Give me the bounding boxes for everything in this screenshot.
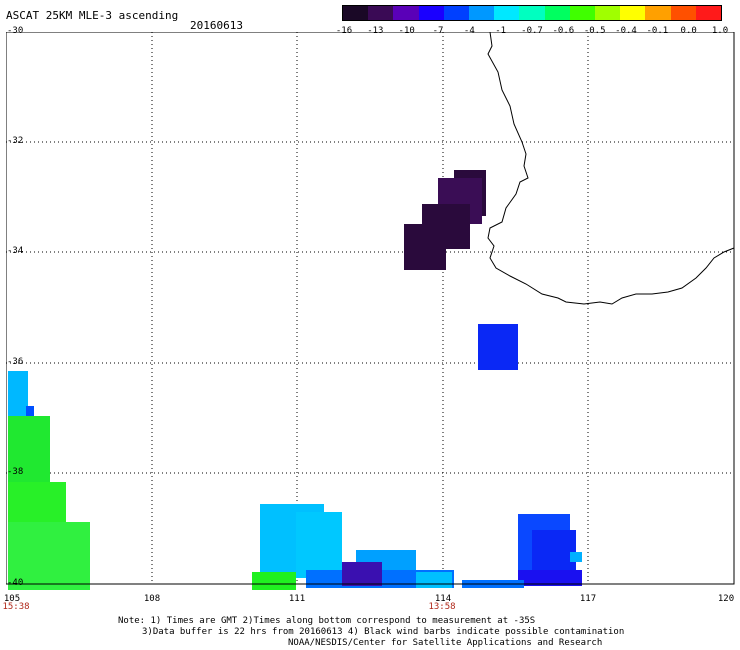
lon-label: 108 <box>143 594 161 604</box>
lat-label: -30 <box>7 26 24 36</box>
legend-color-segment <box>519 6 545 20</box>
cell <box>8 371 28 419</box>
legend-label: -0.4 <box>615 26 637 36</box>
legend-color-segment <box>443 6 470 20</box>
lon-label: 105 <box>3 594 21 604</box>
swath-left-green <box>8 371 90 590</box>
legend-color-segment <box>418 6 444 20</box>
wind-map <box>6 32 735 590</box>
cell <box>342 562 382 586</box>
legend-label: -16 <box>335 26 353 36</box>
time-label: 15:38 <box>2 602 30 612</box>
lon-label: 120 <box>717 594 735 604</box>
swath-middle-lightblue <box>252 504 454 590</box>
grid-lines <box>6 32 734 584</box>
legend-color-segment <box>343 6 369 20</box>
swath-blue-square <box>478 324 518 370</box>
legend-label: -0.1 <box>646 26 669 36</box>
color-legend-bar <box>342 5 722 21</box>
lon-label: 114 <box>434 594 452 604</box>
legend-color-segment <box>595 6 621 20</box>
legend-label: -0.7 <box>521 26 543 36</box>
cell <box>252 572 296 590</box>
legend-color-segment <box>393 6 419 20</box>
cell <box>416 572 452 588</box>
cell <box>518 570 582 586</box>
coastline <box>487 32 735 305</box>
cell <box>296 512 342 578</box>
product-date: 20160613 <box>190 19 243 32</box>
legend-color-segment <box>494 6 520 20</box>
lat-label: -38 <box>7 467 24 477</box>
lat-label: -40 <box>7 578 24 588</box>
swath-dark-purple <box>404 170 486 270</box>
legend-color-segment <box>670 6 696 20</box>
product-title: ASCAT 25KM MLE-3 ascending <box>6 9 179 22</box>
legend-label: 1.0 <box>711 26 729 36</box>
cell <box>404 224 446 270</box>
legend-label: -0.6 <box>552 26 575 36</box>
cell <box>8 482 66 527</box>
legend-label: -13 <box>367 26 384 36</box>
legend-color-segment <box>620 6 646 20</box>
cell <box>26 406 34 416</box>
legend-color-segment <box>544 6 570 20</box>
legend-label: -10 <box>398 26 415 36</box>
cell <box>8 522 90 590</box>
note-line-3: NOAA/NESDIS/Center for Satellite Applica… <box>288 638 603 648</box>
plot-frame <box>6 32 735 585</box>
legend-color-segment <box>469 6 495 20</box>
legend-label: -4 <box>463 26 475 36</box>
note-line-1: Note: 1) Times are GMT 2)Times along bot… <box>118 616 536 626</box>
note-line-2: 3)Data buffer is 22 hrs from 20160613 4)… <box>142 627 625 637</box>
time-label: 13:58 <box>428 602 456 612</box>
legend-color-segment <box>645 6 671 20</box>
legend-label: -0.5 <box>583 26 606 36</box>
lon-label: 111 <box>288 594 306 604</box>
cell <box>8 416 50 486</box>
lat-label: -34 <box>7 246 24 256</box>
swath-right-blue <box>462 514 582 588</box>
legend-label: -7 <box>432 26 444 36</box>
legend-label: -1 <box>495 26 507 36</box>
legend-color-segment <box>695 6 722 20</box>
lat-label: -32 <box>7 136 24 146</box>
lon-label: 117 <box>579 594 597 604</box>
legend-color-segment <box>368 6 394 20</box>
cell <box>570 552 582 562</box>
lat-label: -36 <box>7 357 24 367</box>
legend-label: 0.0 <box>680 26 697 36</box>
legend-color-segment <box>569 6 596 20</box>
